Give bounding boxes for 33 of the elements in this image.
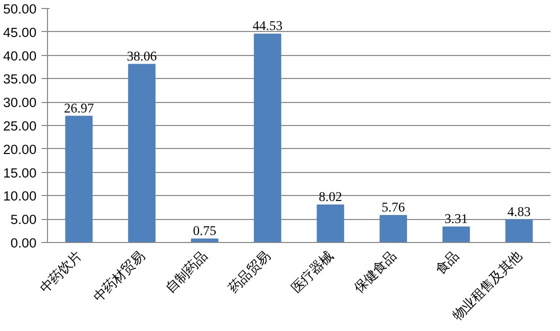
- bar: [442, 226, 470, 242]
- data-label: 4.83: [507, 204, 532, 219]
- data-label: 5.76: [382, 200, 406, 215]
- data-label: 8.02: [318, 188, 342, 204]
- bar: [505, 219, 533, 242]
- x-tick-label: 自制药品: [162, 248, 210, 296]
- y-tick-label: 10.00: [3, 188, 37, 204]
- data-label: 38.06: [126, 48, 158, 64]
- y-tick-label: 30.00: [3, 95, 37, 110]
- y-tick-label: 0.00: [10, 236, 37, 250]
- bar: [254, 34, 282, 242]
- data-label: 3.31: [444, 211, 468, 226]
- bar: [316, 204, 344, 242]
- x-tick-label: 药品贸易: [225, 248, 273, 296]
- y-tick-label: 40.00: [3, 48, 37, 64]
- y-tick-label: 45.00: [3, 24, 37, 40]
- data-label: 44.53: [252, 18, 283, 34]
- x-tick-label: 食品: [432, 248, 462, 278]
- y-tick-label: 20.00: [3, 142, 37, 157]
- data-label: 0.75: [193, 222, 217, 238]
- x-tick-label: 中药饮片: [36, 248, 84, 296]
- y-tick-label: 50.00: [3, 2, 37, 16]
- y-tick-label: 15.00: [3, 165, 37, 180]
- y-tick-label: 35.00: [3, 72, 37, 87]
- x-tick-label: 中药材贸易: [90, 248, 148, 305]
- x-tick-label: 医疗器械: [288, 248, 336, 296]
- y-tick-label: 25.00: [3, 118, 37, 134]
- y-tick-label: 5.00: [10, 212, 37, 228]
- bar: [65, 116, 93, 242]
- bar: [128, 64, 156, 242]
- bar: [380, 215, 408, 242]
- data-label: 26.97: [64, 100, 94, 116]
- x-tick-label: 保健食品: [351, 248, 399, 296]
